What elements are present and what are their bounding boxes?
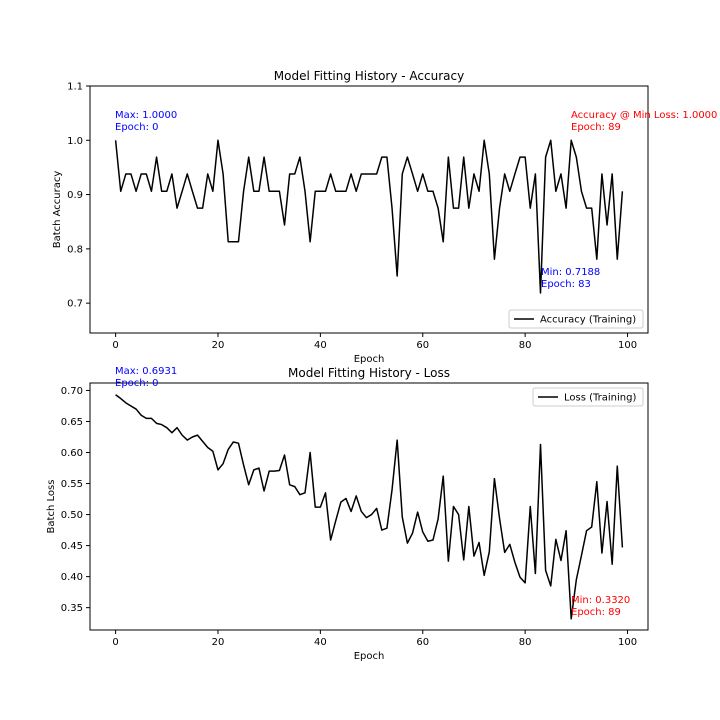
x-tick-label-1-5: 100 <box>618 637 637 648</box>
annotation-0-2-line-0: Min: 0.7188 <box>541 267 600 278</box>
y-tick-label-1-6: 0.65 <box>61 417 83 428</box>
x-tick-label-0-0: 0 <box>112 340 118 351</box>
chart-title-1: Model Fitting History - Loss <box>288 366 450 380</box>
y-tick-label-1-7: 0.70 <box>61 386 83 397</box>
x-axis-label-1: Epoch <box>354 651 385 662</box>
annotation-0-1-line-1: Epoch: 89 <box>571 122 621 133</box>
annotation-1-0-line-1: Epoch: 0 <box>115 378 159 389</box>
y-axis-label-1: Batch Loss <box>46 480 57 534</box>
annotation-1-1-line-1: Epoch: 89 <box>571 607 621 618</box>
x-tick-label-0-5: 100 <box>618 340 637 351</box>
x-tick-label-1-4: 80 <box>519 637 532 648</box>
y-tick-label-1-5: 0.60 <box>61 448 83 459</box>
chart-title-0: Model Fitting History - Accuracy <box>274 69 464 83</box>
annotation-1-0-line-0: Max: 0.6931 <box>115 366 177 377</box>
y-tick-label-1-3: 0.50 <box>61 510 83 521</box>
y-tick-label-0-0: 0.7 <box>67 299 83 310</box>
x-tick-label-1-3: 60 <box>416 637 429 648</box>
annotation-0-0-line-1: Epoch: 0 <box>115 122 159 133</box>
y-tick-label-0-3: 1.0 <box>67 136 83 147</box>
y-tick-label-0-1: 0.8 <box>67 244 83 255</box>
y-tick-label-1-1: 0.40 <box>61 572 83 583</box>
y-tick-label-1-4: 0.55 <box>61 479 83 490</box>
annotation-0-0-line-0: Max: 1.0000 <box>115 110 177 121</box>
plot-frame-0 <box>89 85 649 334</box>
x-tick-label-1-0: 0 <box>112 637 118 648</box>
series-line-0-0 <box>114 139 624 294</box>
y-tick-label-1-0: 0.35 <box>61 603 83 614</box>
legend-label-0-0: Accuracy (Training) <box>540 315 636 326</box>
legend-box-1 <box>532 387 644 407</box>
y-tick-label-0-4: 1.1 <box>67 82 83 93</box>
y-tick-label-1-2: 0.45 <box>61 541 83 552</box>
legend-label-1-0: Loss (Training) <box>564 393 636 404</box>
x-tick-label-1-2: 40 <box>314 637 327 648</box>
annotation-0-1-line-0: Accuracy @ Min Loss: 1.0000 <box>571 110 717 121</box>
x-tick-label-0-1: 20 <box>212 340 225 351</box>
x-tick-label-1-1: 20 <box>212 637 225 648</box>
x-tick-label-0-4: 80 <box>519 340 532 351</box>
series-line-1-0 <box>115 394 624 620</box>
annotation-1-1-line-0: Min: 0.3320 <box>571 595 630 606</box>
y-axis-label-0: Batch Accuracy <box>52 171 63 249</box>
x-tick-label-0-2: 40 <box>314 340 327 351</box>
x-axis-label-0: Epoch <box>354 354 385 365</box>
legend-box-0 <box>508 309 644 329</box>
x-tick-label-0-3: 60 <box>416 340 429 351</box>
y-tick-label-0-2: 0.9 <box>67 190 83 201</box>
annotation-0-2-line-1: Epoch: 83 <box>541 279 591 290</box>
plot-frame-1 <box>89 382 649 631</box>
